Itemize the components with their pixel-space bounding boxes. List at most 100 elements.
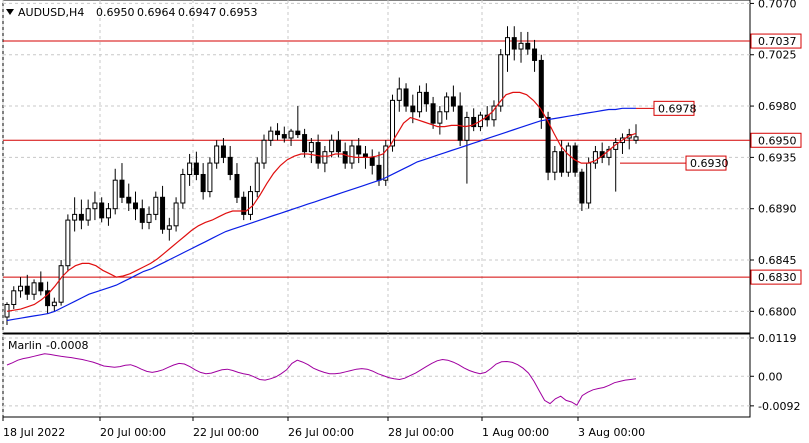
candle-body xyxy=(126,196,132,204)
candle-body xyxy=(559,151,565,173)
candle-body xyxy=(369,156,375,166)
candle-body xyxy=(166,225,172,230)
annotation-box xyxy=(685,155,727,171)
candle-body xyxy=(112,179,118,210)
candle-body xyxy=(288,130,294,139)
indicator-panel[interactable] xyxy=(2,333,751,418)
candle-body xyxy=(275,130,281,136)
candle-body xyxy=(322,151,328,164)
level-label: 0.7037 xyxy=(758,35,797,48)
candle-body xyxy=(139,208,145,223)
price-axis: 0.7070 0.7025 0.6980 0.6935 0.6890 0.6845 0.68… xyxy=(750,0,797,318)
candle-body xyxy=(268,130,274,141)
candle-body xyxy=(430,103,436,124)
annotation-label: 0.6930 xyxy=(690,157,729,170)
candle-body xyxy=(376,164,382,181)
price-tick-label: 0.7070 xyxy=(758,0,797,10)
candle-body xyxy=(220,145,226,158)
candle-body xyxy=(511,37,517,50)
candle-body xyxy=(180,173,186,204)
candle-body xyxy=(390,99,396,147)
price-tick-label: 0.6845 xyxy=(758,254,797,267)
candle-body xyxy=(24,285,30,295)
time-tick-label: 26 Jul 00:00 xyxy=(288,426,354,439)
candle-body xyxy=(545,116,551,173)
candle-body xyxy=(308,142,314,153)
candle-body xyxy=(247,191,253,215)
candle-body xyxy=(504,37,510,56)
candle-body xyxy=(254,162,260,193)
candle-body xyxy=(586,162,592,204)
candle-body xyxy=(234,173,240,198)
candle-body xyxy=(633,136,639,141)
candle-body xyxy=(261,139,267,164)
candle-body xyxy=(383,145,389,181)
candle-body xyxy=(606,148,612,158)
candle-body xyxy=(99,202,105,219)
candle-body xyxy=(471,116,477,128)
candle-body xyxy=(579,171,585,204)
candle-body xyxy=(146,213,152,223)
candle-body xyxy=(72,213,78,221)
price-tick-label: 0.7025 xyxy=(758,49,797,62)
candle-body xyxy=(315,142,321,164)
candle-body xyxy=(335,139,341,153)
candle-body xyxy=(525,42,531,50)
candle-body xyxy=(153,196,159,215)
candle-body xyxy=(200,173,206,193)
candle-body xyxy=(329,139,335,153)
indicator-tick-label: -0.0092 xyxy=(758,400,800,413)
time-tick-label: 3 Aug 00:00 xyxy=(578,426,645,439)
indicator-value: -0.0008 xyxy=(46,339,88,352)
dropdown-triangle-icon[interactable] xyxy=(6,9,14,15)
candle-body xyxy=(498,54,504,107)
time-tick-label: 22 Jul 00:00 xyxy=(193,426,259,439)
candle-body xyxy=(302,134,308,153)
indicator-tick-label: 0.00 xyxy=(758,370,783,383)
candle-body xyxy=(565,145,571,173)
candle-body xyxy=(349,145,355,164)
candle-body xyxy=(450,96,456,107)
candle-body xyxy=(31,282,37,295)
time-tick-label: 28 Jul 00:00 xyxy=(388,426,454,439)
header-symbol: AUDUSD,H4 xyxy=(18,6,84,19)
price-tick-label: 0.6800 xyxy=(758,305,797,318)
candle-body xyxy=(552,151,558,173)
price-annotations: 0.6978 0.6930 xyxy=(620,100,729,171)
ma-fast-line xyxy=(6,91,637,312)
ma-slow-line xyxy=(6,107,636,322)
candle-body xyxy=(403,88,409,107)
candle-body xyxy=(423,91,429,105)
candle-body xyxy=(214,145,220,164)
candle-body xyxy=(187,162,193,175)
candle-body xyxy=(45,290,51,307)
candle-body xyxy=(464,116,470,141)
indicator-name: Marlin xyxy=(8,339,42,352)
candle-body xyxy=(532,48,538,61)
chart-header: AUDUSD,H4 0.6950 0.6964 0.6947 0.6953 xyxy=(6,6,258,19)
candle-body xyxy=(207,162,213,193)
candle-body xyxy=(457,105,463,141)
candle-body xyxy=(160,196,166,230)
level-label: 0.6830 xyxy=(758,271,797,284)
candle-body xyxy=(38,282,44,292)
candle-body xyxy=(356,145,362,155)
candle-body xyxy=(58,265,64,303)
indicator-grid xyxy=(3,337,750,407)
annotation-box xyxy=(653,100,695,116)
level-label-box xyxy=(750,33,802,49)
marlin-oscillator-line xyxy=(6,353,637,406)
level-label-box xyxy=(750,132,802,148)
candle-body xyxy=(119,179,125,198)
indicator-tick-label: 0.0119 xyxy=(758,332,797,345)
candle-body xyxy=(85,208,91,221)
candle-body xyxy=(538,59,544,118)
indicator-header: Marlin -0.0008 xyxy=(8,339,88,352)
candle-body xyxy=(193,162,199,175)
candle-body xyxy=(173,202,179,227)
header-low: 0.6947 xyxy=(178,6,217,19)
price-tick-label: 0.6935 xyxy=(758,151,797,164)
candle-body xyxy=(417,91,423,113)
time-tick-label: 20 Jul 00:00 xyxy=(100,426,166,439)
